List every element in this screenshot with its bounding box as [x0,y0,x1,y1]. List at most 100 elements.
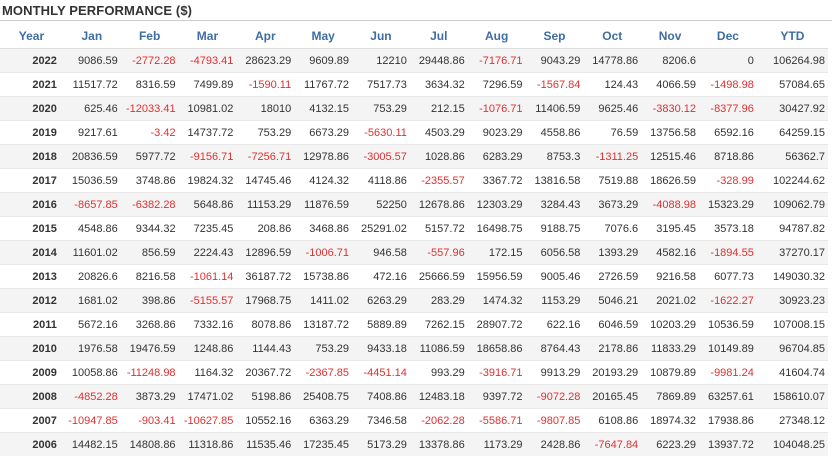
cell-sep: 6056.58 [526,241,584,265]
cell-ytd: 106264.98 [757,49,828,73]
cell-may: 12978.86 [294,145,352,169]
cell-nov: 6223.29 [641,433,699,456]
cell-aug: -3916.71 [468,361,526,385]
year-cell: 2014 [0,241,63,265]
cell-feb: 3268.86 [121,313,179,337]
cell-jun: 12210 [352,49,410,73]
cell-jan: 625.46 [63,97,121,121]
cell-jul: -557.96 [410,241,468,265]
column-header-jun: Jun [352,24,410,49]
cell-may: 753.29 [294,337,352,361]
cell-jan: 9086.59 [63,49,121,73]
cell-nov: 13756.58 [641,121,699,145]
cell-aug: -5586.71 [468,409,526,433]
cell-apr: 36187.72 [236,265,294,289]
cell-mar: 1248.86 [179,337,237,361]
cell-dec: 15323.29 [699,193,757,217]
cell-jul: 993.29 [410,361,468,385]
cell-jan: 20836.59 [63,145,121,169]
year-cell: 2013 [0,265,63,289]
cell-jul: 3634.32 [410,73,468,97]
year-cell: 2021 [0,73,63,97]
cell-aug: 15956.59 [468,265,526,289]
cell-may: 17235.45 [294,433,352,456]
cell-ytd: 37270.17 [757,241,828,265]
cell-mar: 14737.72 [179,121,237,145]
cell-may: 13187.72 [294,313,352,337]
cell-may: -2367.85 [294,361,352,385]
cell-jul: 25666.59 [410,265,468,289]
cell-jul: 12678.86 [410,193,468,217]
column-header-year: Year [0,24,63,49]
cell-aug: 172.15 [468,241,526,265]
cell-may: 25408.75 [294,385,352,409]
cell-jan: -10947.85 [63,409,121,433]
cell-apr: 11535.46 [236,433,294,456]
cell-jul: 13378.86 [410,433,468,456]
cell-jun: 7408.86 [352,385,410,409]
cell-sep: -9807.85 [526,409,584,433]
cell-sep: 8753.3 [526,145,584,169]
cell-dec: -8377.96 [699,97,757,121]
cell-aug: 1474.32 [468,289,526,313]
cell-feb: 9344.32 [121,217,179,241]
cell-aug: -1076.71 [468,97,526,121]
cell-mar: 2224.43 [179,241,237,265]
cell-nov: 3195.45 [641,217,699,241]
cell-may: 11876.59 [294,193,352,217]
column-header-sep: Sep [526,24,584,49]
cell-dec: -1622.27 [699,289,757,313]
year-cell: 2012 [0,289,63,313]
cell-feb: 398.86 [121,289,179,313]
cell-nov: 4066.59 [641,73,699,97]
cell-sep: 9188.75 [526,217,584,241]
cell-dec: 0 [699,49,757,73]
cell-feb: 8316.59 [121,73,179,97]
cell-feb: 19476.59 [121,337,179,361]
cell-jul: 12483.18 [410,385,468,409]
cell-jun: 753.29 [352,97,410,121]
cell-sep: 2428.86 [526,433,584,456]
cell-jun: 5889.89 [352,313,410,337]
cell-jul: 5157.72 [410,217,468,241]
cell-dec: 3573.18 [699,217,757,241]
cell-oct: 7076.6 [583,217,641,241]
cell-jul: 29448.86 [410,49,468,73]
year-cell: 2015 [0,217,63,241]
cell-apr: -1590.11 [236,73,294,97]
cell-dec: 6077.73 [699,265,757,289]
cell-jul: 212.15 [410,97,468,121]
cell-mar: 7499.89 [179,73,237,97]
cell-aug: 3367.72 [468,169,526,193]
year-cell: 2009 [0,361,63,385]
cell-dec: 17938.86 [699,409,757,433]
cell-oct: 2726.59 [583,265,641,289]
cell-may: 15738.86 [294,265,352,289]
cell-jan: 14482.15 [63,433,121,456]
cell-mar: 1164.32 [179,361,237,385]
year-cell: 2022 [0,49,63,73]
cell-jul: -2355.57 [410,169,468,193]
cell-jun: 25291.02 [352,217,410,241]
cell-sep: 13816.58 [526,169,584,193]
column-header-apr: Apr [236,24,294,49]
cell-mar: -5155.57 [179,289,237,313]
cell-mar: -9156.71 [179,145,237,169]
cell-jun: 7346.58 [352,409,410,433]
cell-dec: -1894.55 [699,241,757,265]
cell-ytd: 30923.23 [757,289,828,313]
monthly-performance-table: Year Jan Feb Mar Apr May Jun Jul Aug Sep… [0,24,828,456]
column-header-feb: Feb [121,24,179,49]
cell-oct: 3673.29 [583,193,641,217]
cell-nov: 9216.58 [641,265,699,289]
cell-jan: -8657.85 [63,193,121,217]
